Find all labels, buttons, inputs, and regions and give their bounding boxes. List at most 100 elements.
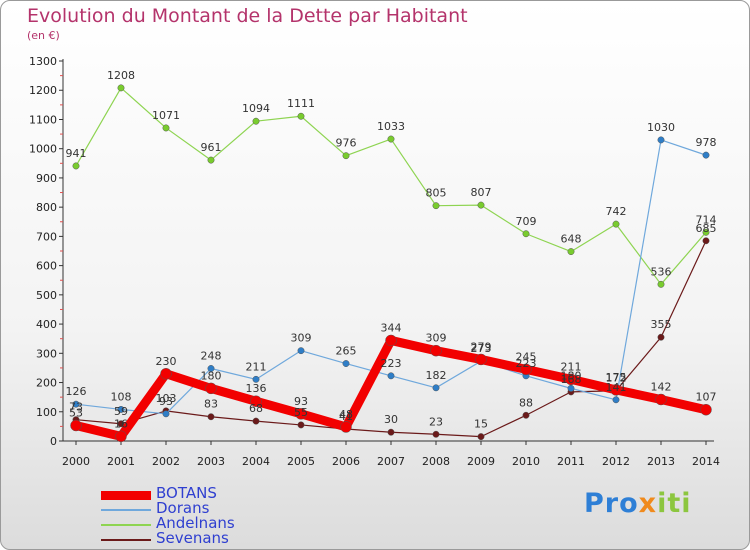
data-point <box>522 411 530 419</box>
data-point <box>387 428 395 436</box>
data-label: 136 <box>246 382 267 395</box>
x-tick-label: 2008 <box>422 455 450 468</box>
data-label: 265 <box>336 345 357 358</box>
logo-part: x <box>638 488 658 519</box>
y-tick-label: 0 <box>50 435 57 448</box>
data-label: 83 <box>204 398 218 411</box>
logo-part: iti <box>657 488 692 519</box>
data-label: 1071 <box>152 109 180 122</box>
data-point <box>657 333 665 341</box>
data-label: 709 <box>516 215 537 228</box>
y-tick-label: 600 <box>36 260 57 273</box>
data-point <box>207 365 215 372</box>
data-label: 142 <box>651 380 672 393</box>
data-point <box>340 421 352 433</box>
data-point <box>207 156 215 164</box>
data-label: 961 <box>201 141 222 154</box>
data-label: 714 <box>696 213 717 226</box>
data-label: 223 <box>381 357 402 370</box>
data-label: 344 <box>381 321 402 334</box>
data-label: 211 <box>246 360 267 373</box>
data-point <box>252 375 260 383</box>
legend-label: Dorans <box>156 499 210 517</box>
data-label: 48 <box>339 408 353 421</box>
data-point <box>117 84 125 92</box>
logo-part: Pro <box>584 488 639 519</box>
data-point <box>522 230 530 238</box>
data-label: 1033 <box>377 120 405 133</box>
data-point <box>610 384 622 396</box>
data-label: 93 <box>159 395 173 408</box>
data-point <box>477 433 485 441</box>
y-tick-label: 1200 <box>29 84 57 97</box>
data-point <box>342 360 350 367</box>
data-point <box>160 368 172 380</box>
data-point <box>432 430 440 438</box>
data-label: 685 <box>696 222 717 235</box>
x-tick-label: 2005 <box>287 455 315 468</box>
data-point <box>252 417 260 425</box>
data-label: 16 <box>114 417 128 430</box>
x-tick-label: 2007 <box>377 455 405 468</box>
data-point <box>475 353 487 366</box>
data-point <box>612 396 620 404</box>
x-tick-label: 2011 <box>557 455 585 468</box>
data-label: 41 <box>339 410 353 423</box>
data-point <box>252 117 260 125</box>
data-point <box>297 112 305 120</box>
x-tick-label: 2003 <box>197 455 225 468</box>
data-point <box>567 248 575 256</box>
data-label: 309 <box>291 332 312 345</box>
data-point <box>702 228 710 236</box>
y-tick-label: 100 <box>36 406 57 419</box>
data-label: 1094 <box>242 102 270 115</box>
data-label: 180 <box>201 369 222 382</box>
unit-label: (en €) <box>27 29 60 42</box>
legend-swatch <box>101 539 151 541</box>
y-tick-label: 1000 <box>29 143 57 156</box>
y-tick-label: 200 <box>36 377 57 390</box>
data-label: 1030 <box>647 121 675 134</box>
x-tick-label: 2014 <box>692 455 720 468</box>
chart-title: Evolution du Montant de la Dette par Hab… <box>27 5 468 27</box>
data-point <box>72 162 80 170</box>
data-label: 30 <box>384 413 398 426</box>
data-label: 68 <box>249 402 263 415</box>
data-point <box>657 280 665 288</box>
data-point <box>432 384 440 392</box>
data-label: 805 <box>426 187 447 200</box>
data-point <box>295 408 307 420</box>
data-point <box>117 405 125 413</box>
data-point <box>520 363 532 376</box>
data-point <box>700 403 712 416</box>
proxiti-logo: Proxiti <box>584 488 692 519</box>
y-tick-label: 800 <box>36 201 57 214</box>
data-point <box>297 347 305 355</box>
data-label: 273 <box>471 342 492 355</box>
legend-swatch <box>101 509 151 511</box>
x-tick-label: 2009 <box>467 455 495 468</box>
legend-label: Sevenans <box>156 529 229 547</box>
legend-swatch <box>101 490 151 500</box>
data-label: 73 <box>69 401 83 414</box>
data-point <box>655 393 667 406</box>
data-point <box>702 237 710 245</box>
data-point <box>115 430 127 443</box>
data-point <box>117 420 125 428</box>
data-point <box>385 334 397 347</box>
x-tick-label: 2013 <box>647 455 675 468</box>
data-label: 941 <box>66 147 87 160</box>
y-tick-label: 500 <box>36 289 57 302</box>
y-tick-label: 900 <box>36 172 57 185</box>
data-label: 23 <box>429 415 443 428</box>
data-label: 107 <box>696 391 717 404</box>
data-label: 648 <box>561 233 582 246</box>
data-point <box>70 419 82 432</box>
data-label: 1208 <box>107 69 135 82</box>
data-point <box>567 384 575 392</box>
x-tick-label: 2004 <box>242 455 270 468</box>
data-point <box>342 152 350 160</box>
data-point <box>72 400 80 408</box>
data-point <box>702 151 710 159</box>
